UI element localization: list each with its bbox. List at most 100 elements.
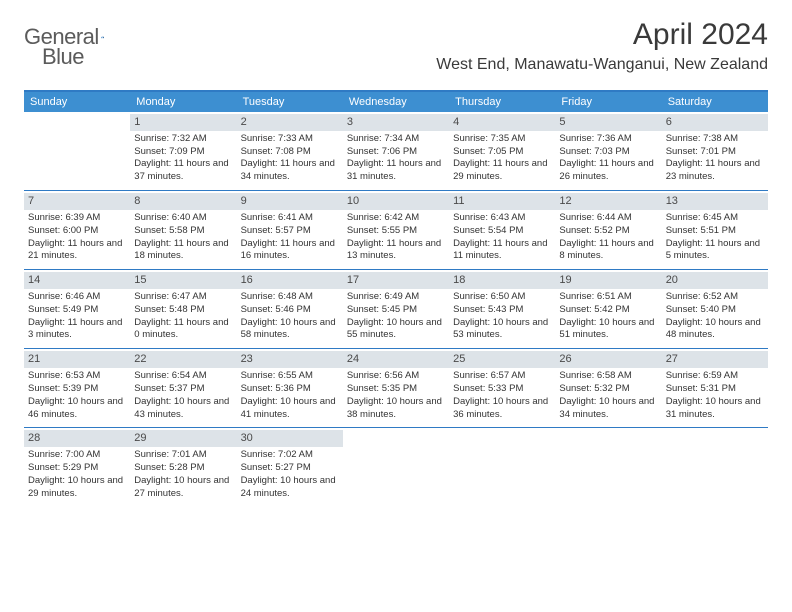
day-cell: 21Sunrise: 6:53 AMSunset: 5:39 PMDayligh… bbox=[24, 349, 130, 427]
daylight-text: Daylight: 11 hours and 13 minutes. bbox=[347, 238, 445, 264]
day-number: 1 bbox=[130, 114, 236, 131]
logo-text-blue: Blue bbox=[42, 44, 84, 70]
weekday-label: Saturday bbox=[662, 92, 768, 112]
sunrise-text: Sunrise: 6:50 AM bbox=[453, 291, 551, 304]
sunset-text: Sunset: 5:55 PM bbox=[347, 225, 445, 238]
week-row: 21Sunrise: 6:53 AMSunset: 5:39 PMDayligh… bbox=[24, 349, 768, 428]
day-number: 27 bbox=[662, 351, 768, 368]
weekday-label: Sunday bbox=[24, 92, 130, 112]
sunset-text: Sunset: 5:40 PM bbox=[666, 304, 764, 317]
day-number: 30 bbox=[237, 430, 343, 447]
sunrise-text: Sunrise: 6:40 AM bbox=[134, 212, 232, 225]
week-row: 7 Sunrise: 6:39 AMSunset: 6:00 PM Daylight… bbox=[24, 191, 768, 270]
sunset-text: Sunset: 5:29 PM bbox=[28, 462, 126, 475]
daylight-text: Daylight: 10 hours and 27 minutes. bbox=[134, 475, 232, 501]
sunrise-text: Sunrise: 6:54 AM bbox=[134, 370, 232, 383]
daylight-text: Daylight: 11 hours and 26 minutes. bbox=[559, 158, 657, 184]
daylight-text: Daylight: 10 hours and 55 minutes. bbox=[347, 317, 445, 343]
daylight-text: Daylight: 10 hours and 51 minutes. bbox=[559, 317, 657, 343]
daylight-text: Daylight: 10 hours and 24 minutes. bbox=[241, 475, 339, 501]
day-cell: 17 Sunrise: 6:49 AMSunset: 5:45 PMDayligh… bbox=[343, 270, 449, 348]
title-block: April 2024 West End, Manawatu-Wanganui, … bbox=[436, 18, 768, 74]
day-number: 4 bbox=[449, 114, 555, 131]
daylight-text: Daylight: 10 hours and 41 minutes. bbox=[241, 396, 339, 422]
daylight-text: Daylight: 11 hours and 29 minutes. bbox=[453, 158, 551, 184]
sunset-text: Sunset: 5:45 PM bbox=[347, 304, 445, 317]
day-cell: 24Sunrise: 6:56 AMSunset: 5:35 PMDayligh… bbox=[343, 349, 449, 427]
day-cell: 23Sunrise: 6:55 AMSunset: 5:36 PMDayligh… bbox=[237, 349, 343, 427]
day-number: 17 bbox=[343, 272, 449, 289]
day-cell bbox=[662, 428, 768, 506]
daylight-text: Daylight: 11 hours and 37 minutes. bbox=[134, 158, 232, 184]
weekday-label: Monday bbox=[130, 92, 236, 112]
day-number: 22 bbox=[130, 351, 236, 368]
sunrise-text: Sunrise: 6:39 AM bbox=[28, 212, 126, 225]
calendar-page: General April 2024 West End, Manawatu-Wa… bbox=[0, 0, 792, 524]
daylight-text: Daylight: 11 hours and 5 minutes. bbox=[666, 238, 764, 264]
sunrise-text: Sunrise: 7:01 AM bbox=[134, 449, 232, 462]
day-cell: 27Sunrise: 6:59 AMSunset: 5:31 PMDayligh… bbox=[662, 349, 768, 427]
sunrise-text: Sunrise: 6:55 AM bbox=[241, 370, 339, 383]
sunrise-text: Sunrise: 7:38 AM bbox=[666, 133, 764, 146]
sunset-text: Sunset: 5:27 PM bbox=[241, 462, 339, 475]
sunrise-text: Sunrise: 6:53 AM bbox=[28, 370, 126, 383]
sunset-text: Sunset: 5:37 PM bbox=[134, 383, 232, 396]
sunset-text: Sunset: 5:35 PM bbox=[347, 383, 445, 396]
sunset-text: Sunset: 6:00 PM bbox=[28, 225, 126, 238]
sunset-text: Sunset: 5:51 PM bbox=[666, 225, 764, 238]
sunrise-text: Sunrise: 7:34 AM bbox=[347, 133, 445, 146]
day-cell: 6Sunrise: 7:38 AMSunset: 7:01 PMDaylight… bbox=[662, 112, 768, 190]
week-row: 14Sunrise: 6:46 AMSunset: 5:49 PMDayligh… bbox=[24, 270, 768, 349]
day-number bbox=[555, 430, 661, 447]
day-cell: 12Sunrise: 6:44 AMSunset: 5:52 PMDayligh… bbox=[555, 191, 661, 269]
day-cell: 7Sunrise: 6:39 AMSunset: 6:00 PMDaylight… bbox=[24, 191, 130, 269]
day-number: 18 bbox=[449, 272, 555, 289]
sunrise-text: Sunrise: 6:58 AM bbox=[559, 370, 657, 383]
weekday-label: Tuesday bbox=[237, 92, 343, 112]
day-number: 6 bbox=[662, 114, 768, 131]
daylight-text: Daylight: 10 hours and 36 minutes. bbox=[453, 396, 551, 422]
sunset-text: Sunset: 5:46 PM bbox=[241, 304, 339, 317]
sunrise-text: Sunrise: 6:44 AM bbox=[559, 212, 657, 225]
page-title: April 2024 bbox=[436, 18, 768, 52]
sunrise-text: Sunrise: 7:02 AM bbox=[241, 449, 339, 462]
day-cell: 26Sunrise: 6:58 AMSunset: 5:32 PMDayligh… bbox=[555, 349, 661, 427]
day-number: 3 bbox=[343, 114, 449, 131]
day-cell: 13Sunrise: 6:45 AMSunset: 5:51 PMDayligh… bbox=[662, 191, 768, 269]
weekday-label: Wednesday bbox=[343, 92, 449, 112]
day-cell: 16Sunrise: 6:48 AMSunset: 5:46 PMDayligh… bbox=[237, 270, 343, 348]
day-cell: 25Sunrise: 6:57 AMSunset: 5:33 PMDayligh… bbox=[449, 349, 555, 427]
day-number: 10 bbox=[343, 193, 449, 210]
day-number: 7 bbox=[24, 193, 130, 210]
day-cell: 19Sunrise: 6:51 AMSunset: 5:42 PMDayligh… bbox=[555, 270, 661, 348]
calendar: Sunday Monday Tuesday Wednesday Thursday… bbox=[24, 90, 768, 506]
sunset-text: Sunset: 7:06 PM bbox=[347, 146, 445, 159]
sunset-text: Sunset: 7:05 PM bbox=[453, 146, 551, 159]
day-cell: 5Sunrise: 7:36 AMSunset: 7:03 PMDaylight… bbox=[555, 112, 661, 190]
daylight-text: Daylight: 10 hours and 53 minutes. bbox=[453, 317, 551, 343]
day-cell: 28Sunrise: 7:00 AMSunset: 5:29 PMDayligh… bbox=[24, 428, 130, 506]
sunrise-text: Sunrise: 6:49 AM bbox=[347, 291, 445, 304]
day-cell: 18Sunrise: 6:50 AMSunset: 5:43 PMDayligh… bbox=[449, 270, 555, 348]
day-number: 20 bbox=[662, 272, 768, 289]
daylight-text: Daylight: 10 hours and 48 minutes. bbox=[666, 317, 764, 343]
day-cell: 8Sunrise: 6:40 AMSunset: 5:58 PMDaylight… bbox=[130, 191, 236, 269]
sunset-text: Sunset: 5:28 PM bbox=[134, 462, 232, 475]
daylight-text: Daylight: 11 hours and 31 minutes. bbox=[347, 158, 445, 184]
day-number bbox=[24, 114, 130, 131]
sunset-text: Sunset: 5:52 PM bbox=[559, 225, 657, 238]
sunset-text: Sunset: 5:58 PM bbox=[134, 225, 232, 238]
daylight-text: Daylight: 11 hours and 18 minutes. bbox=[134, 238, 232, 264]
day-cell bbox=[449, 428, 555, 506]
sunset-text: Sunset: 5:33 PM bbox=[453, 383, 551, 396]
sunrise-text: Sunrise: 6:45 AM bbox=[666, 212, 764, 225]
sunrise-text: Sunrise: 6:43 AM bbox=[453, 212, 551, 225]
sunset-text: Sunset: 5:36 PM bbox=[241, 383, 339, 396]
daylight-text: Daylight: 11 hours and 23 minutes. bbox=[666, 158, 764, 184]
sunset-text: Sunset: 7:08 PM bbox=[241, 146, 339, 159]
day-number: 24 bbox=[343, 351, 449, 368]
day-cell: 15Sunrise: 6:47 AMSunset: 5:48 PMDayligh… bbox=[130, 270, 236, 348]
day-number: 16 bbox=[237, 272, 343, 289]
day-cell bbox=[24, 112, 130, 190]
day-number bbox=[662, 430, 768, 447]
